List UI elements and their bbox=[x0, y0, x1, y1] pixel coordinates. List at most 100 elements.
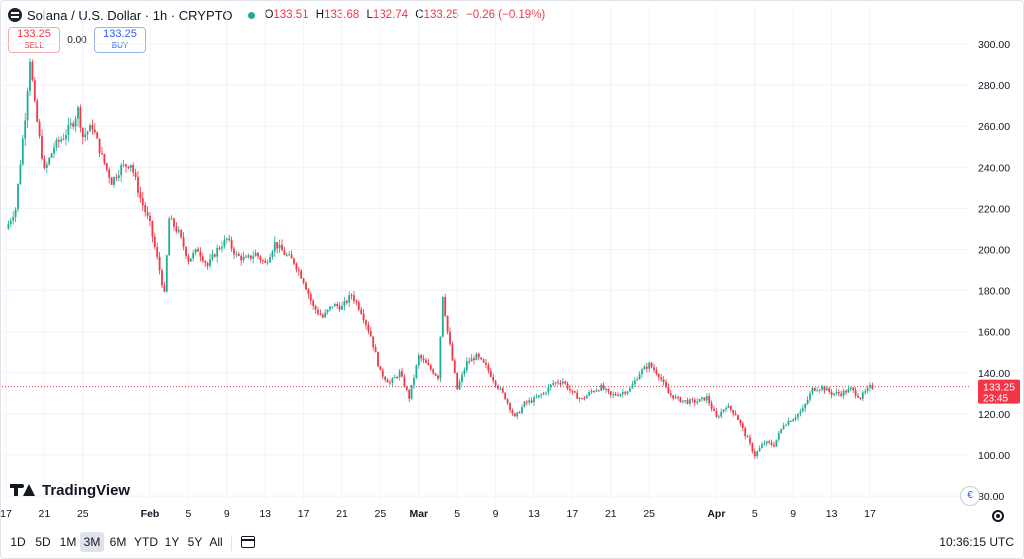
candle-body bbox=[271, 251, 274, 258]
calendar-range-icon[interactable] bbox=[241, 536, 255, 548]
candle-body bbox=[686, 400, 689, 404]
candle-body bbox=[554, 382, 557, 384]
timeframe-button-6m[interactable]: 6M bbox=[109, 535, 127, 549]
candle-body bbox=[125, 164, 127, 167]
candle-body bbox=[470, 358, 473, 362]
candle-body bbox=[29, 61, 31, 92]
tradingview-logo[interactable]: TradingView bbox=[10, 480, 130, 500]
trade-panel: 133.25 SELL 0.00 133.25 BUY bbox=[8, 27, 146, 53]
candle-body bbox=[158, 256, 161, 271]
candle-body bbox=[761, 444, 763, 449]
candle-body bbox=[645, 366, 648, 369]
candle-body bbox=[305, 282, 307, 290]
candle-body bbox=[105, 163, 108, 170]
candle-body bbox=[302, 278, 305, 283]
candle-body bbox=[717, 416, 720, 418]
candle-body bbox=[617, 395, 619, 397]
candle-body bbox=[657, 374, 660, 378]
candle-body bbox=[319, 313, 322, 315]
candle-body bbox=[734, 413, 737, 416]
x-tick-label: 25 bbox=[375, 508, 387, 520]
candle-body bbox=[396, 377, 399, 379]
candle-body bbox=[307, 289, 310, 295]
candle-body bbox=[821, 386, 823, 390]
candle-body bbox=[146, 212, 149, 216]
candle-body bbox=[139, 192, 142, 199]
candle-body bbox=[326, 309, 329, 313]
candle-body bbox=[703, 397, 706, 401]
settings-gear-icon[interactable] bbox=[992, 510, 1004, 522]
utc-clock[interactable]: 10:36:15 UTC bbox=[939, 535, 1014, 549]
timeframe-button-ytd[interactable]: YTD bbox=[134, 535, 158, 549]
candle-body bbox=[859, 397, 862, 399]
candle-body bbox=[24, 120, 27, 139]
timeframe-button-all[interactable]: All bbox=[209, 535, 223, 549]
x-tick-label: 17 bbox=[864, 508, 876, 520]
candle-body bbox=[53, 147, 55, 154]
candle-body bbox=[134, 172, 137, 178]
x-tick-label: 17 bbox=[0, 508, 12, 520]
candle-body bbox=[81, 127, 84, 138]
low-value: 132.74 bbox=[372, 9, 409, 21]
candle-body bbox=[869, 385, 871, 388]
buy-price: 133.25 bbox=[103, 28, 137, 40]
candle-body bbox=[149, 215, 151, 221]
candle-body bbox=[48, 157, 51, 165]
candle-body bbox=[432, 369, 435, 374]
candle-body bbox=[254, 252, 257, 257]
candle-body bbox=[458, 381, 461, 390]
candle-body bbox=[437, 375, 439, 379]
currency-flag-icon[interactable]: € bbox=[960, 486, 980, 506]
candle-body bbox=[696, 401, 699, 403]
candle-body bbox=[386, 379, 389, 383]
candle-body bbox=[489, 370, 492, 377]
candle-body bbox=[509, 403, 511, 410]
timeframe-button-1y[interactable]: 1Y bbox=[164, 535, 180, 549]
candle-body bbox=[96, 132, 99, 139]
sell-button[interactable]: 133.25 SELL bbox=[8, 27, 60, 53]
tradingview-logo-icon bbox=[10, 482, 36, 498]
timeframe-button-5d[interactable]: 5D bbox=[35, 535, 51, 549]
candle-body bbox=[33, 80, 36, 101]
symbol-title[interactable]: Solana / U.S. Dollar · 1h · CRYPTO bbox=[27, 7, 233, 23]
timeframe-button-1m[interactable]: 1M bbox=[59, 535, 77, 549]
timeframe-button-5y[interactable]: 5Y bbox=[187, 535, 203, 549]
candle-body bbox=[768, 441, 771, 443]
x-tick-label: 21 bbox=[605, 508, 617, 520]
candle-body bbox=[861, 392, 864, 399]
candle-body bbox=[117, 175, 120, 178]
candle-body bbox=[605, 388, 607, 390]
candle-body bbox=[225, 238, 228, 240]
timeframe-button-3m[interactable]: 3M bbox=[80, 532, 104, 552]
candle-body bbox=[338, 306, 341, 310]
candle-body bbox=[161, 270, 163, 286]
candle-body bbox=[288, 254, 291, 256]
open-value: 133.51 bbox=[273, 9, 309, 21]
sell-price: 133.25 bbox=[17, 28, 51, 40]
timeframe-button-1d[interactable]: 1D bbox=[10, 535, 26, 549]
low-label: L bbox=[366, 9, 373, 21]
candle-body bbox=[595, 390, 598, 392]
candle-body bbox=[204, 261, 207, 263]
candle-body bbox=[461, 374, 463, 382]
candle-body bbox=[669, 393, 672, 396]
buy-button[interactable]: 133.25 BUY bbox=[94, 27, 146, 53]
candle-body bbox=[727, 405, 730, 408]
candle-body bbox=[141, 198, 144, 206]
candle-body bbox=[477, 353, 480, 358]
candle-body bbox=[590, 391, 593, 393]
candle-body bbox=[799, 411, 802, 414]
candle-body bbox=[619, 394, 622, 396]
x-tick-label: 13 bbox=[528, 508, 540, 520]
candle-body bbox=[398, 371, 401, 378]
price-tag-bg bbox=[978, 379, 1020, 404]
candle-body bbox=[189, 258, 192, 262]
candle-body bbox=[475, 353, 478, 361]
candle-body bbox=[434, 373, 437, 376]
candle-body bbox=[360, 309, 363, 314]
candle-body bbox=[218, 247, 221, 249]
candle-body bbox=[576, 392, 579, 399]
candle-body bbox=[285, 254, 288, 256]
candle-body bbox=[201, 256, 204, 262]
